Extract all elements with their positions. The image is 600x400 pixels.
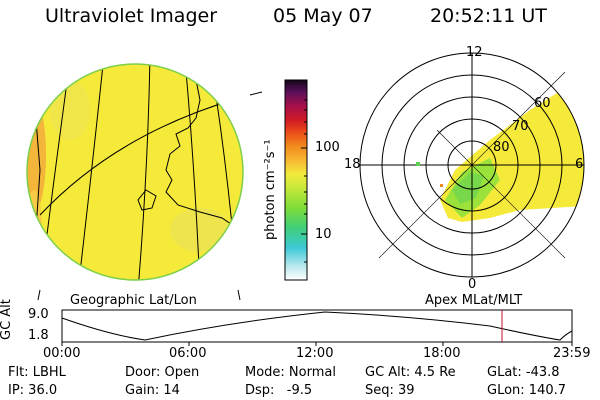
geographic-image	[26, 63, 263, 301]
info-door: Door: Open	[125, 365, 200, 380]
info-glat: GLat: -43.8	[487, 365, 560, 380]
altitude-timeline	[61, 309, 573, 346]
aurora-spot	[416, 162, 420, 166]
info-glon: GLon: 140.7	[487, 383, 567, 398]
observation-date: 05 May 07	[273, 5, 373, 27]
color-scale	[284, 79, 308, 281]
info-filter: Flt: LBHL	[8, 365, 66, 380]
polar-panel-label: Apex MLat/MLT	[425, 293, 523, 308]
info-mode: Mode: Normal	[245, 365, 336, 380]
info-gc-alt: GC Alt: 4.5 Re	[365, 365, 456, 380]
colorbar-tick-10: 10	[315, 227, 332, 242]
mlt-label-dawn: 6	[575, 157, 584, 172]
timeline-ticks	[61, 342, 573, 346]
color-bar-ticks	[301, 99, 307, 263]
info-gain: Gain: 14	[125, 383, 180, 398]
info-ip: IP: 36.0	[8, 383, 58, 398]
timeline-xtick-2359: 23:59	[553, 346, 591, 361]
timeline-xtick-1800: 18:00	[423, 346, 461, 361]
timeline-xtick-1200: 12:00	[296, 346, 334, 361]
altitude-curve	[61, 311, 573, 341]
colorbar-tick-100: 100	[315, 140, 340, 155]
mlat-label-60: 60	[534, 96, 551, 111]
instrument-title: Ultraviolet Imager	[45, 5, 218, 27]
timeline-ylabel: GC Alt	[0, 299, 14, 340]
colorbar-unit-label: photon cm⁻²s⁻¹	[263, 139, 278, 240]
mlt-label-midnight: 0	[468, 277, 477, 292]
mlat-label-80: 80	[493, 140, 510, 155]
polar-grid	[359, 52, 585, 278]
timeline-xtick-0000: 00:00	[43, 346, 81, 361]
mlat-label-70: 70	[512, 119, 529, 134]
parallel-lines	[39, 94, 243, 216]
info-dsp: Dsp: -9.5	[245, 383, 313, 398]
timeline-xtick-0600: 06:00	[169, 346, 207, 361]
timeline-ytick-high: 9.0	[28, 307, 49, 322]
mlt-label-noon: 12	[466, 45, 483, 60]
geographic-panel-label: Geographic Lat/Lon	[70, 293, 197, 308]
timeline-frame	[61, 309, 573, 343]
mlt-label-dusk: 18	[344, 157, 361, 172]
observation-time: 20:52:11 UT	[430, 5, 547, 27]
polar-plot	[359, 52, 585, 278]
timeline-ytick-low: 1.8	[28, 328, 49, 343]
info-seq: Seq: 39	[365, 383, 415, 398]
color-bar	[284, 79, 308, 281]
